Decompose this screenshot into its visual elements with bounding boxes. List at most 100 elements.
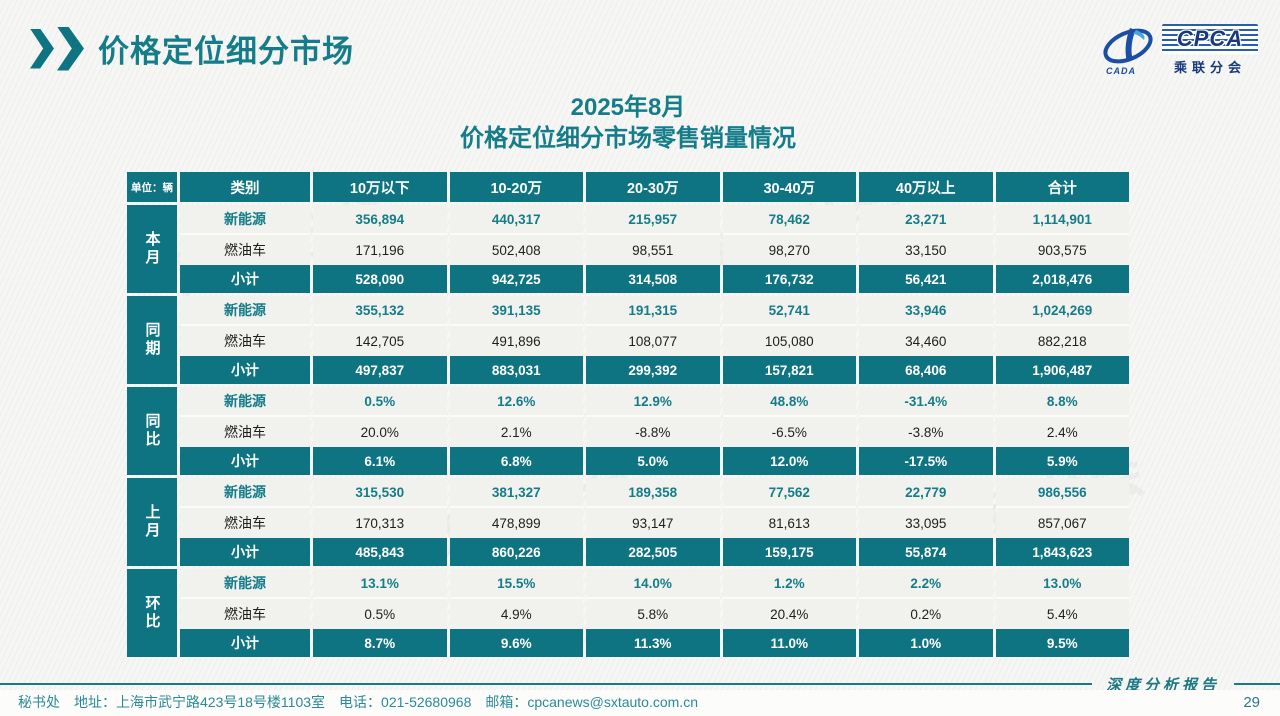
table-header-row: 单位：辆 类别 10万以下 10-20万 20-30万 30-40万 40万以上 合计: [127, 172, 1129, 202]
value-cell: 78,462: [722, 205, 856, 235]
category-cell: 新能源: [180, 205, 310, 235]
value-cell: 857,067: [995, 508, 1129, 538]
value-cell: 8.7%: [313, 629, 447, 657]
category-cell: 燃油车: [180, 235, 310, 265]
footer-phone: 电话：021-52680968: [339, 694, 472, 710]
value-cell: 52,741: [722, 296, 856, 326]
footer-email: 邮箱：cpcanews@sxtauto.com.cn: [485, 694, 698, 710]
category-cell: 小计: [180, 356, 310, 384]
cada-emblem-icon: CADA: [1100, 24, 1156, 76]
value-cell: 314,508: [586, 265, 720, 293]
cpca-label: CPCA: [1176, 26, 1244, 51]
rule-left: [0, 683, 1092, 685]
rule-right: [1234, 683, 1280, 685]
category-cell: 燃油车: [180, 599, 310, 629]
value-cell: 105,080: [722, 326, 856, 356]
category-cell: 新能源: [180, 387, 310, 417]
row-group-2: 同比 新能源 0.5% 12.6% 12.9% 48.8% -31.4% 8.8% 燃油车 20.…: [127, 387, 1129, 475]
footer-address: 地址：上海市武宁路423号18号楼1103室: [74, 694, 326, 710]
value-cell: -31.4%: [859, 387, 993, 417]
value-cell: 93,147: [586, 508, 720, 538]
value-cell: 883,031: [449, 356, 583, 384]
value-cell: 191,315: [586, 296, 720, 326]
value-cell: 2,018,476: [995, 265, 1129, 293]
row-group-3: 上月 新能源 315,530 381,327 189,358 77,562 22,779 98…: [127, 478, 1129, 566]
value-cell: 108,077: [586, 326, 720, 356]
cada-label: CADA: [1106, 66, 1136, 76]
value-cell: 2.1%: [449, 417, 583, 447]
footer: 秘书处 地址：上海市武宁路423号18号楼1103室 电话：021-526809…: [0, 690, 1280, 716]
value-cell: 11.0%: [722, 629, 856, 657]
value-cell: 2.4%: [995, 417, 1129, 447]
row-group-1: 同期 新能源 355,132 391,135 191,315 52,741 33,946 1,…: [127, 296, 1129, 384]
column-header-4: 30-40万: [722, 172, 856, 202]
report-rule: 深度分析报告: [0, 674, 1280, 694]
value-cell: 9.6%: [449, 629, 583, 657]
value-cell: 9.5%: [995, 629, 1129, 657]
value-cell: 1,024,269: [995, 296, 1129, 326]
report-label: 深度分析报告: [1105, 677, 1220, 694]
value-cell: 903,575: [995, 235, 1129, 265]
value-cell: 502,408: [449, 235, 583, 265]
value-cell: 391,135: [449, 296, 583, 326]
value-cell: 0.2%: [859, 599, 993, 629]
cpca-wordmark: CPCA 乘联分会: [1162, 24, 1258, 76]
category-cell: 燃油车: [180, 417, 310, 447]
value-cell: 2.2%: [859, 569, 993, 599]
value-cell: 34,460: [859, 326, 993, 356]
value-cell: -6.5%: [722, 417, 856, 447]
value-cell: 159,175: [722, 538, 856, 566]
value-cell: 98,270: [722, 235, 856, 265]
page-title: 价格定位细分市场: [98, 34, 354, 69]
value-cell: 157,821: [722, 356, 856, 384]
value-cell: 860,226: [449, 538, 583, 566]
category-cell: 燃油车: [180, 326, 310, 356]
value-cell: 282,505: [586, 538, 720, 566]
sales-table: 单位：辆 类别 10万以下 10-20万 20-30万 30-40万 40万以上 合计 本月新…: [127, 172, 1129, 657]
value-cell: 1,114,901: [995, 205, 1129, 235]
cpca-logo: CADA CPCA 乘联分会: [1100, 24, 1258, 76]
value-cell: -17.5%: [859, 447, 993, 475]
chevron-right-icon: [57, 26, 84, 71]
row-group-label: 环比: [127, 569, 177, 657]
value-cell: 12.9%: [586, 387, 720, 417]
row-group-4: 环比 新能源 13.1% 15.5% 14.0% 1.2% 2.2% 13.0% 燃油车 0.5%…: [127, 569, 1129, 657]
value-cell: 33,946: [859, 296, 993, 326]
value-cell: 440,317: [449, 205, 583, 235]
column-header-2: 10-20万: [449, 172, 583, 202]
footer-contact: 秘书处 地址：上海市武宁路423号18号楼1103室 电话：021-526809…: [0, 692, 712, 712]
value-cell: 882,218: [995, 326, 1129, 356]
cpca-cn-label: 乘联分会: [1173, 60, 1246, 75]
value-cell: 6.1%: [313, 447, 447, 475]
value-cell: 33,095: [859, 508, 993, 538]
value-cell: 14.0%: [586, 569, 720, 599]
value-cell: -8.8%: [586, 417, 720, 447]
value-cell: 55,874: [859, 538, 993, 566]
value-cell: 356,894: [313, 205, 447, 235]
value-cell: 1,906,487: [995, 356, 1129, 384]
value-cell: 8.8%: [995, 387, 1129, 417]
value-cell: 81,613: [722, 508, 856, 538]
row-group-label: 同比: [127, 387, 177, 475]
category-cell: 新能源: [180, 296, 310, 326]
value-cell: 4.9%: [449, 599, 583, 629]
value-cell: 497,837: [313, 356, 447, 384]
value-cell: 0.5%: [313, 387, 447, 417]
value-cell: 478,899: [449, 508, 583, 538]
column-header-3: 20-30万: [586, 172, 720, 202]
value-cell: 68,406: [859, 356, 993, 384]
value-cell: 48.8%: [722, 387, 856, 417]
value-cell: 5.9%: [995, 447, 1129, 475]
value-cell: 142,705: [313, 326, 447, 356]
category-cell: 小计: [180, 538, 310, 566]
value-cell: -3.8%: [859, 417, 993, 447]
table-title: 2025年8月 价格定位细分市场零售销量情况: [127, 92, 1129, 154]
value-cell: 98,551: [586, 235, 720, 265]
row-group-label: 本月: [127, 205, 177, 293]
category-cell: 燃油车: [180, 508, 310, 538]
value-cell: 5.8%: [586, 599, 720, 629]
footer-secretariat: 秘书处: [18, 694, 60, 710]
value-cell: 56,421: [859, 265, 993, 293]
value-cell: 299,392: [586, 356, 720, 384]
row-group-0: 本月 新能源 356,894 440,317 215,957 78,462 23,271 1,…: [127, 205, 1129, 293]
